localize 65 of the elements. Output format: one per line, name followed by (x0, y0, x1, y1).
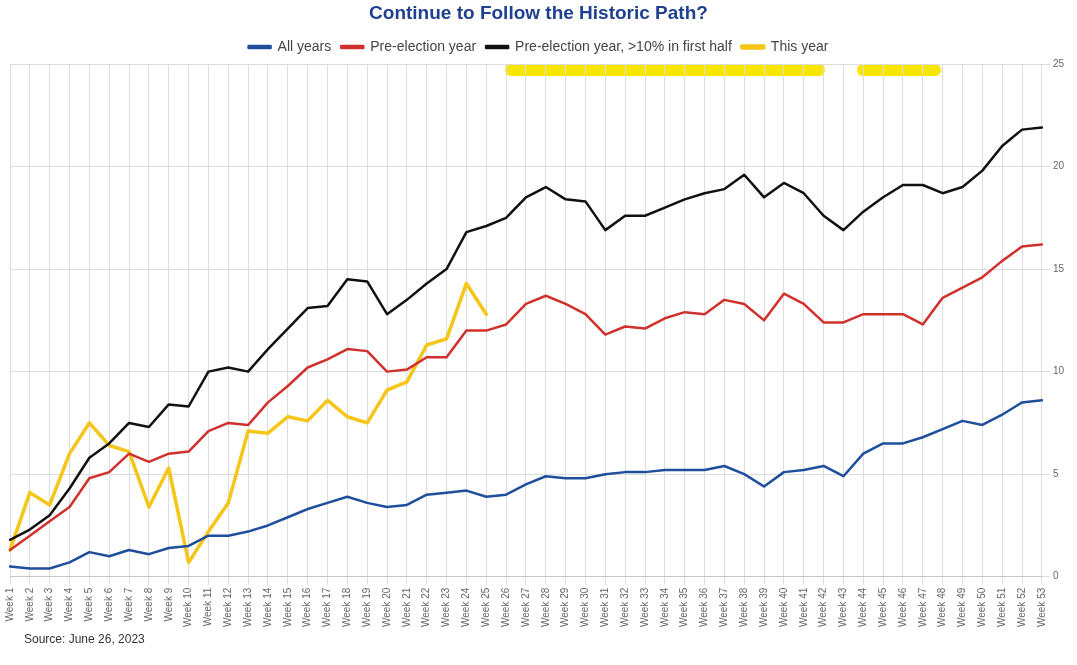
x-tick-label: Week 47 (916, 587, 928, 628)
y-tick-label: 20 (1052, 160, 1065, 172)
x-tick-label: Week 35 (678, 587, 690, 628)
x-tick-label: Week 17 (321, 587, 333, 628)
x-tick-label: Week 15 (281, 587, 293, 628)
x-tick-label: Week 33 (638, 587, 650, 628)
x-tick-label: Week 10 (182, 587, 194, 628)
x-tick-label: Week 18 (341, 587, 353, 628)
x-tick-label: Week 20 (380, 587, 392, 628)
x-tick-label: Week 29 (559, 587, 571, 628)
legend-label: This year (770, 37, 829, 54)
x-tick-label: Week 44 (857, 587, 869, 628)
legend-label: All years (277, 37, 332, 54)
x-tick-label: Week 34 (658, 587, 670, 628)
x-tick-label: Week 31 (599, 587, 611, 628)
x-tick-label: Week 45 (876, 587, 888, 628)
x-tick-label: Week 2 (23, 587, 35, 622)
x-tick-label: Week 43 (837, 587, 849, 628)
x-tick-label: Week 8 (142, 587, 154, 622)
y-tick-label: 15 (1052, 262, 1065, 274)
x-tick-label: Week 25 (480, 587, 491, 628)
chart-title: Continue to Follow the Historic Path? (368, 2, 709, 24)
x-tick-label: Week 13 (241, 587, 253, 628)
y-tick-label: 10 (1052, 365, 1065, 377)
x-tick-label: Week 9 (162, 587, 174, 622)
x-tick-label: Week 46 (896, 587, 908, 628)
x-tick-label: Week 27 (519, 587, 531, 628)
x-tick-label: Week 48 (936, 587, 948, 628)
x-tick-label: Week 7 (122, 587, 134, 622)
x-tick-label: Week 50 (976, 587, 988, 628)
x-tick-label: Week 24 (460, 587, 472, 628)
x-tick-label: Week 40 (777, 587, 789, 628)
x-tick-label: Week 49 (956, 587, 968, 628)
legend-label: Pre-election year (370, 37, 477, 54)
x-tick-label: Week 26 (499, 587, 511, 628)
x-tick-label: Week 32 (618, 587, 630, 628)
legend-label: Pre-election year, >10% in first half (515, 37, 732, 54)
x-tick-label: Week 5 (83, 587, 95, 622)
x-tick-label: Week 21 (400, 587, 412, 628)
x-tick-label: Week 4 (63, 587, 75, 622)
y-tick-label: 5 (1052, 467, 1059, 479)
x-tick-label: Week 30 (579, 587, 591, 628)
x-tick-label: Week 1 (3, 587, 15, 622)
x-tick-label: Week 23 (440, 587, 452, 628)
x-tick-label: Week 6 (102, 587, 114, 622)
x-tick-label: Week 36 (698, 587, 710, 628)
source-note: Source: June 26, 2023 (24, 632, 145, 646)
y-tick-label: 0 (1052, 570, 1059, 582)
x-tick-label: Week 41 (797, 587, 809, 628)
x-tick-label: Week 51 (995, 587, 1007, 628)
x-tick-label: Week 37 (718, 587, 730, 628)
x-tick-label: Week 42 (817, 587, 829, 628)
x-tick-label: Week 14 (261, 587, 273, 628)
x-tick-label: Week 22 (420, 587, 432, 628)
x-tick-label: Week 12 (222, 587, 234, 628)
x-tick-label: Week 11 (202, 587, 214, 627)
x-tick-label: Week 28 (539, 587, 551, 628)
x-tick-label: Week 39 (757, 587, 769, 628)
x-tick-label: Week 3 (43, 587, 55, 622)
x-tick-label: Week 53 (1035, 587, 1047, 628)
x-tick-label: Week 38 (737, 587, 749, 628)
x-tick-label: Week 19 (360, 587, 372, 628)
x-tick-label: Week 16 (301, 587, 313, 628)
x-tick-label: Week 52 (1015, 587, 1027, 628)
y-tick-label: 25 (1052, 57, 1065, 69)
